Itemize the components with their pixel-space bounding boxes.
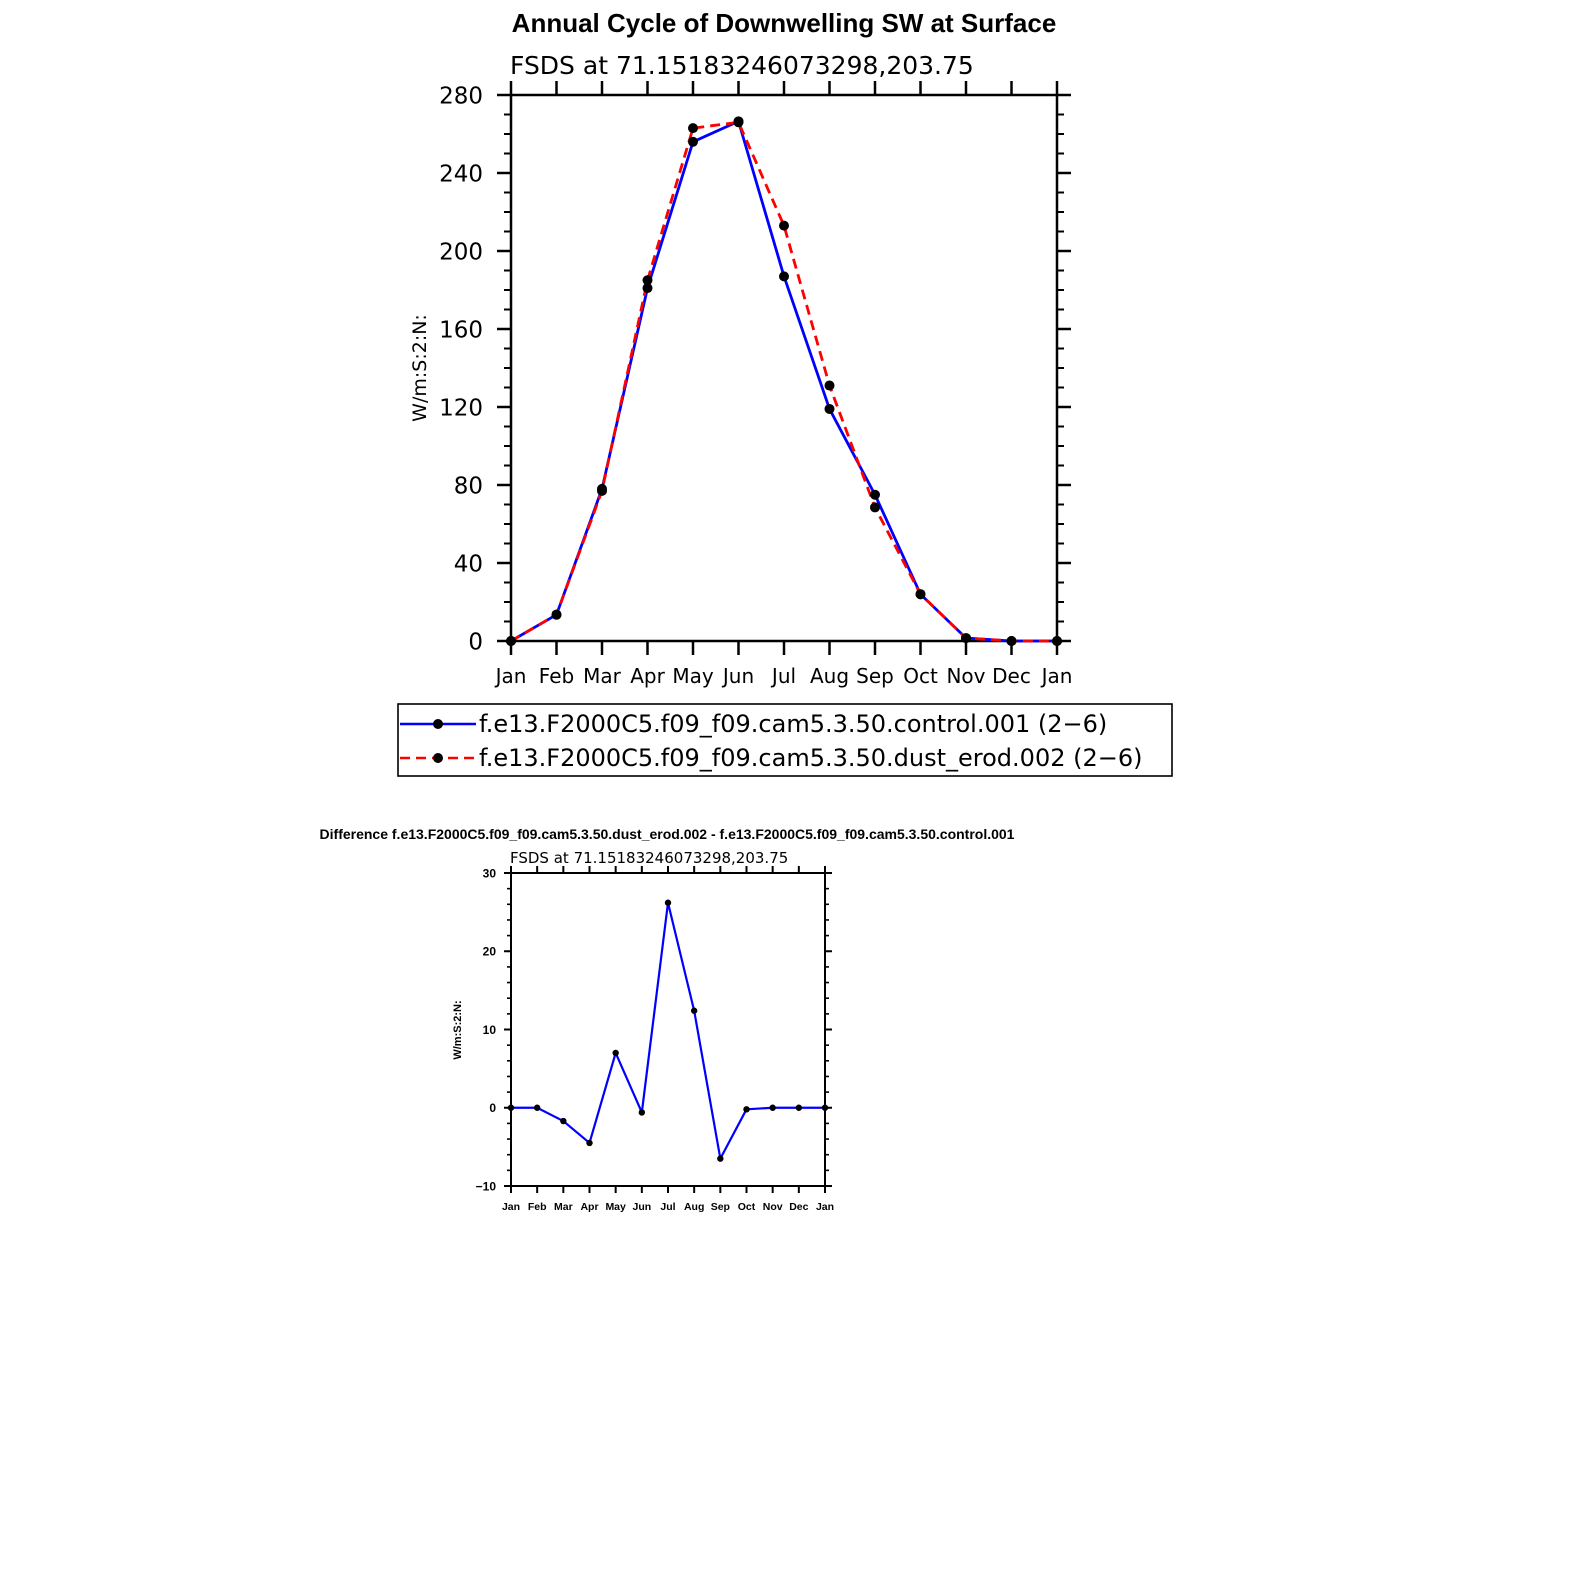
chart2-y-tick-label: 10: [483, 1023, 497, 1037]
chart1-x-tick-label: Mar: [583, 664, 622, 688]
chart2-x-tick-label: Apr: [580, 1201, 598, 1213]
chart2-x-tick-label: Feb: [528, 1201, 547, 1213]
chart2-series-0-point: [769, 1104, 776, 1111]
chart1-x-tick-label: Aug: [810, 664, 849, 688]
legend-label-control: f.e13.F2000C5.f09_f09.cam5.3.50.control.…: [479, 710, 1107, 738]
chart1-series-1-point: [506, 636, 516, 646]
chart2-title: Difference f.e13.F2000C5.f09_f09.cam5.3.…: [320, 826, 1015, 842]
chart1-series-1-point: [688, 123, 698, 134]
chart2-series-0-point: [612, 1049, 619, 1057]
chart2-x-tick-label: Mar: [554, 1201, 573, 1213]
chart1-y-tick-label: 160: [439, 317, 483, 343]
chart2-series-0-point: [560, 1117, 567, 1125]
chart2-series-0-point: [638, 1109, 646, 1116]
chart1-x-tick-label: Apr: [630, 664, 665, 688]
chart2-series-0-point: [717, 1155, 724, 1162]
chart2-x-tick-label: Jul: [660, 1201, 675, 1213]
legend-box: [397, 703, 1173, 777]
chart1-y-tick-label: 200: [439, 239, 483, 265]
chart2-subtitle: FSDS at 71.15183246073298,203.75: [510, 849, 788, 867]
chart2-series-0-point: [743, 1106, 750, 1113]
chart2-x-tick-label: Nov: [763, 1201, 783, 1213]
chart1-series-1-point: [551, 609, 562, 620]
chart2-plot-frame: [510, 872, 826, 1187]
chart2-y-axis-label: W/m:S:2:N:: [452, 1000, 464, 1059]
chart1-series-1-point: [642, 275, 653, 286]
chart1-series-1-point: [961, 633, 971, 644]
chart1-x-tick-label: Jun: [721, 664, 754, 688]
chart1-series-0-line: [510, 119, 1057, 643]
chart2-series-0-point: [586, 1139, 593, 1147]
chart1-title: Annual Cycle of Downwelling SW at Surfac…: [512, 8, 1057, 38]
legend-label-dust-erod: f.e13.F2000C5.f09_f09.cam5.3.50.dust_ero…: [479, 744, 1142, 772]
chart1-x-tick-label: Jul: [770, 664, 796, 688]
chart1-x-tick-label: Oct: [903, 664, 938, 688]
chart2-series-0-point: [507, 1104, 515, 1111]
chart2-x-tick-label: May: [605, 1201, 626, 1213]
chart1-series-0-point: [824, 403, 835, 414]
chart2-x-tick-label: Oct: [738, 1201, 756, 1213]
chart1-series-1-line: [510, 120, 1057, 643]
chart2-y-tick-label: 20: [483, 945, 497, 959]
chart2-y-tick-label: −10: [476, 1179, 497, 1193]
chart2-series-0-point: [795, 1104, 803, 1111]
chart1-y-axis-label: W/m:S:2:N:: [409, 314, 431, 422]
legend-marker-control: [433, 719, 443, 729]
chart1-series-1-point: [870, 502, 880, 513]
chart1-series-0-point: [642, 283, 653, 294]
chart1-series-0-point: [688, 136, 698, 147]
chart1-series-0-point: [779, 271, 789, 282]
chart1-y-tick-label: 120: [439, 395, 483, 421]
chart1-series-1-point: [824, 380, 835, 391]
chart1-series-1-point: [733, 117, 744, 128]
chart2-x-tick-label: Sep: [711, 1201, 730, 1213]
chart2-series-0-point: [533, 1104, 541, 1111]
chart2-x-tick-label: Jun: [632, 1201, 651, 1213]
chart2-x-tick-label: Aug: [684, 1201, 704, 1213]
chart1-series-1-point: [1006, 636, 1017, 646]
chart1-series-1-point: [597, 485, 607, 496]
chart1-x-tick-label: Nov: [946, 664, 985, 688]
chart2-x-tick-label: Jan: [502, 1201, 520, 1213]
chart2-y-tick-label: 0: [489, 1101, 496, 1115]
chart1-x-tick-label: May: [672, 664, 714, 688]
chart1-subtitle: FSDS at 71.15183246073298,203.75: [510, 51, 974, 80]
chart2-x-tick-label: Jan: [816, 1201, 834, 1213]
chart2-y-tick-label: 30: [483, 866, 497, 880]
chart1-series-0-point: [870, 489, 880, 500]
chart2-series-0-point: [690, 1007, 698, 1014]
chart1-series-1-point: [1052, 636, 1062, 646]
chart1-y-tick-label: 0: [468, 629, 483, 655]
chart2-series-0-line: [511, 901, 825, 1160]
chart1-y-tick-label: 240: [439, 161, 483, 187]
chart1-legend: f.e13.F2000C5.f09_f09.cam5.3.50.control.…: [397, 703, 1173, 777]
chart1-x-tick-label: Dec: [992, 664, 1031, 688]
chart2-series-0-point: [821, 1104, 829, 1111]
chart1-x-tick-label: Jan: [1040, 664, 1073, 688]
chart1-y-tick-label: 280: [439, 83, 483, 109]
legend-marker-dust-erod: [433, 753, 443, 763]
chart1-x-tick-label: Jan: [494, 664, 527, 688]
chart1-series-1-point: [779, 220, 789, 231]
chart1-y-tick-label: 80: [454, 473, 483, 499]
chart1-y-tick-label: 40: [454, 551, 483, 577]
chart1-plot-frame: [509, 93, 1059, 643]
chart2-series-0-point: [664, 899, 672, 906]
chart1-series-1-point: [915, 589, 926, 600]
chart1-x-tick-label: Sep: [856, 664, 894, 688]
chart2-x-tick-label: Dec: [789, 1201, 808, 1213]
chart1-x-tick-label: Feb: [539, 664, 574, 688]
